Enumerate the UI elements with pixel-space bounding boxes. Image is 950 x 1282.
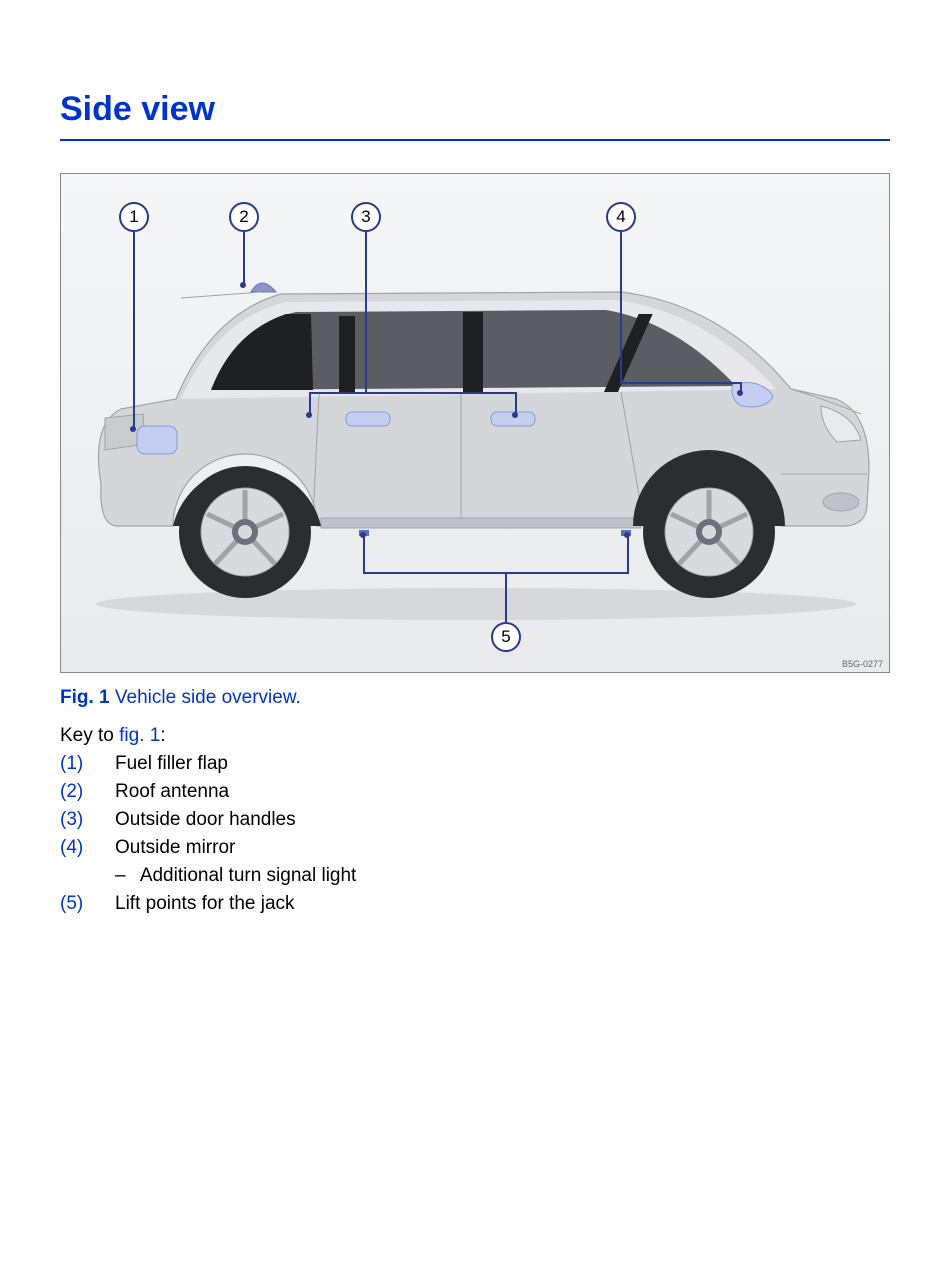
callout-dot-5a xyxy=(360,532,366,538)
key-item: (5) Lift points for the jack xyxy=(60,893,890,915)
callout-dot-3b xyxy=(512,412,518,418)
figure-caption-text: Vehicle side overview. xyxy=(110,687,301,708)
key-item-text: Outside door handles xyxy=(115,809,296,831)
callout-line-5h xyxy=(363,572,629,574)
key-item-text: Fuel filler flap xyxy=(115,753,228,775)
key-item-num: (1) xyxy=(60,753,115,775)
callout-num: 4 xyxy=(616,207,625,227)
key-item-text: Lift points for the jack xyxy=(115,893,295,915)
key-item-text: Outside mirror xyxy=(115,837,235,859)
key-intro: Key to fig. 1: xyxy=(60,725,890,747)
key-item: (2) Roof antenna xyxy=(60,781,890,803)
callout-dot-3a xyxy=(306,412,312,418)
callout-num: 1 xyxy=(129,207,138,227)
callout-line-2 xyxy=(243,232,245,284)
callout-line-3v2 xyxy=(309,392,311,414)
callout-badge-2: 2 xyxy=(229,202,259,232)
page-title: Side view xyxy=(60,90,890,129)
key-item: (3) Outside door handles xyxy=(60,809,890,831)
callout-line-3v3 xyxy=(515,392,517,414)
figure-caption-label: Fig. 1 xyxy=(60,687,110,708)
key-item-num: (5) xyxy=(60,893,115,915)
key-item: (1) Fuel filler flap xyxy=(60,753,890,775)
callout-num: 2 xyxy=(239,207,248,227)
title-rule xyxy=(60,139,890,141)
figure-caption: Fig. 1 Vehicle side overview. xyxy=(60,687,890,709)
callout-line-5v3 xyxy=(627,536,629,572)
callout-badge-3: 3 xyxy=(351,202,381,232)
key-item-text: Roof antenna xyxy=(115,781,229,803)
key-intro-link[interactable]: fig. 1 xyxy=(119,725,160,746)
figure-ref-code: B5G-0277 xyxy=(842,659,883,669)
callout-num: 3 xyxy=(361,207,370,227)
callout-dot-2 xyxy=(240,282,246,288)
callout-line-4h xyxy=(620,382,740,384)
callout-badge-1: 1 xyxy=(119,202,149,232)
callout-num: 5 xyxy=(501,627,510,647)
callout-line-4 xyxy=(620,232,622,382)
key-sub-dash: – xyxy=(115,865,126,886)
car-illustration xyxy=(61,174,890,673)
key-item-sub: – Additional turn signal light xyxy=(115,865,890,887)
key-intro-prefix: Key to xyxy=(60,725,119,746)
callout-dot-4 xyxy=(737,390,743,396)
callout-line-1 xyxy=(133,232,135,428)
callout-line-5v2 xyxy=(363,536,365,572)
key-item-num: (2) xyxy=(60,781,115,803)
key-item-num: (4) xyxy=(60,837,115,859)
callout-dot-1 xyxy=(130,426,136,432)
figure-box: 1 2 3 4 5 B5G-0277 xyxy=(60,173,890,673)
key-item: (4) Outside mirror xyxy=(60,837,890,859)
key-intro-suffix: : xyxy=(160,725,165,746)
callout-line-3v xyxy=(365,232,367,392)
callout-badge-5: 5 xyxy=(491,622,521,652)
key-sub-text: Additional turn signal light xyxy=(140,865,357,886)
callout-badge-4: 4 xyxy=(606,202,636,232)
key-list: (1) Fuel filler flap (2) Roof antenna (3… xyxy=(60,753,890,915)
callout-line-5v xyxy=(505,572,507,622)
callout-dot-5b xyxy=(624,532,630,538)
key-item-num: (3) xyxy=(60,809,115,831)
callout-line-3h xyxy=(309,392,517,394)
